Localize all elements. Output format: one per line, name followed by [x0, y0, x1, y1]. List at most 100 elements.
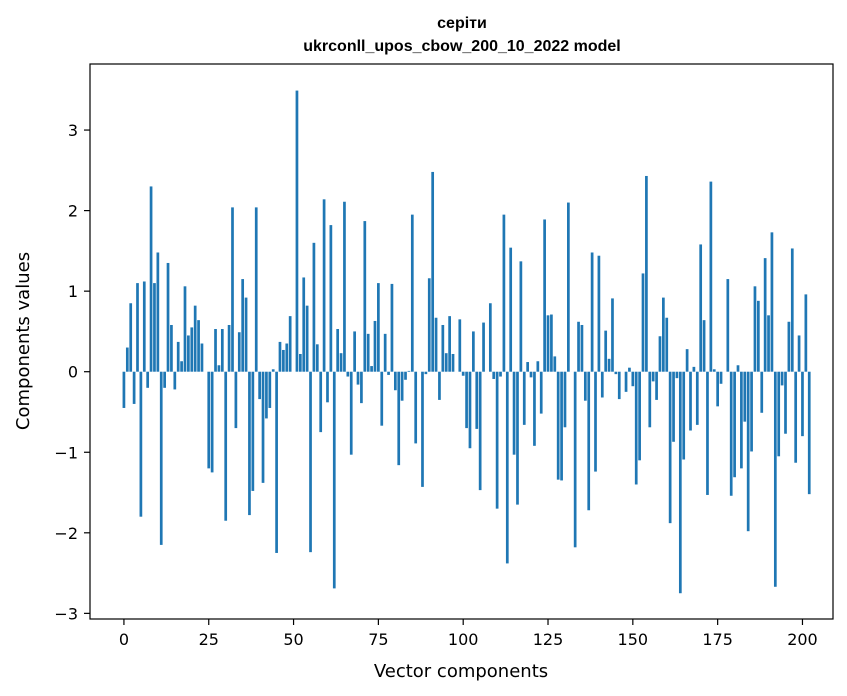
- bar: [241, 279, 245, 372]
- bar: [146, 371, 150, 388]
- bar: [678, 371, 682, 594]
- bar: [567, 202, 570, 372]
- bar: [380, 371, 384, 426]
- y-tick-label: 2: [68, 202, 78, 221]
- bar: [478, 371, 482, 491]
- bar: [590, 252, 594, 372]
- bar: [516, 371, 519, 505]
- bar: [176, 341, 180, 372]
- bar: [278, 341, 282, 372]
- bar: [712, 369, 716, 372]
- bar: [329, 225, 333, 372]
- bar: [444, 353, 448, 372]
- bar: [502, 214, 506, 372]
- bar: [132, 371, 136, 404]
- bar: [692, 366, 696, 372]
- bar: [526, 362, 530, 372]
- bar: [190, 327, 194, 372]
- bar: [360, 371, 363, 404]
- x-tick-label: 150: [618, 630, 649, 649]
- bar: [434, 317, 438, 372]
- bar: [685, 349, 689, 372]
- bar: [682, 371, 686, 460]
- bar: [807, 371, 811, 495]
- bar: [505, 371, 509, 564]
- bar: [767, 315, 770, 372]
- bar: [234, 371, 238, 429]
- bar: [543, 219, 546, 372]
- bar: [695, 371, 699, 425]
- bar: [170, 324, 173, 372]
- bar: [743, 371, 747, 422]
- bar: [237, 332, 241, 372]
- bar: [319, 371, 323, 433]
- bar: [244, 297, 248, 372]
- bar: [265, 371, 268, 419]
- bar: [125, 347, 129, 372]
- bar: [797, 335, 801, 372]
- bar: [397, 371, 401, 466]
- bar: [282, 349, 285, 372]
- bar: [427, 278, 431, 372]
- bar: [339, 353, 343, 372]
- bar: [441, 324, 445, 372]
- bar: [587, 371, 591, 511]
- y-axis-label: Components values: [13, 252, 34, 430]
- bar: [431, 171, 435, 372]
- bar: [763, 258, 767, 372]
- bar: [210, 371, 214, 473]
- bar: [312, 242, 316, 372]
- bar: [709, 181, 713, 372]
- bar: [641, 273, 645, 372]
- bar: [295, 90, 299, 372]
- bar: [801, 371, 804, 437]
- bar: [468, 371, 472, 449]
- bar: [645, 175, 648, 372]
- bar: [617, 371, 621, 400]
- bar: [509, 247, 513, 372]
- bar: [438, 371, 441, 400]
- bar: [784, 371, 787, 434]
- bar: [393, 371, 397, 391]
- bar: [495, 371, 499, 509]
- bar: [563, 371, 567, 428]
- bar: [597, 255, 601, 372]
- bar: [285, 343, 289, 372]
- bar: [702, 320, 706, 372]
- bar: [577, 321, 580, 372]
- bar: [536, 361, 540, 372]
- bar: [614, 371, 618, 375]
- bar: [750, 371, 753, 452]
- bar: [193, 305, 197, 372]
- bar: [600, 371, 604, 398]
- bar: [129, 303, 133, 372]
- bar: [139, 371, 143, 517]
- bar: [363, 221, 367, 372]
- bar: [492, 371, 496, 379]
- bar: [224, 371, 228, 521]
- bar: [373, 320, 377, 372]
- bar: [668, 371, 672, 524]
- y-axis-ticks: −3 −2 −1 0 1 2 3: [54, 121, 90, 623]
- bar: [729, 371, 733, 496]
- bar: [258, 371, 261, 400]
- x-tick-label: 25: [199, 630, 219, 649]
- bar: [550, 314, 553, 372]
- bar: [583, 371, 587, 401]
- bar: [804, 294, 808, 372]
- x-tick-label: 100: [448, 630, 479, 649]
- bar: [336, 329, 340, 372]
- bar: [370, 366, 373, 372]
- bar: [377, 283, 380, 372]
- bar: [607, 358, 611, 372]
- bar: [594, 371, 597, 472]
- bar: [461, 371, 465, 376]
- bar: [326, 371, 329, 403]
- bar: [522, 371, 526, 425]
- bar: [553, 356, 557, 372]
- bar: [173, 371, 177, 390]
- bar: [556, 371, 560, 480]
- bar: [346, 371, 350, 377]
- bar: [651, 371, 655, 382]
- bar: [672, 371, 675, 442]
